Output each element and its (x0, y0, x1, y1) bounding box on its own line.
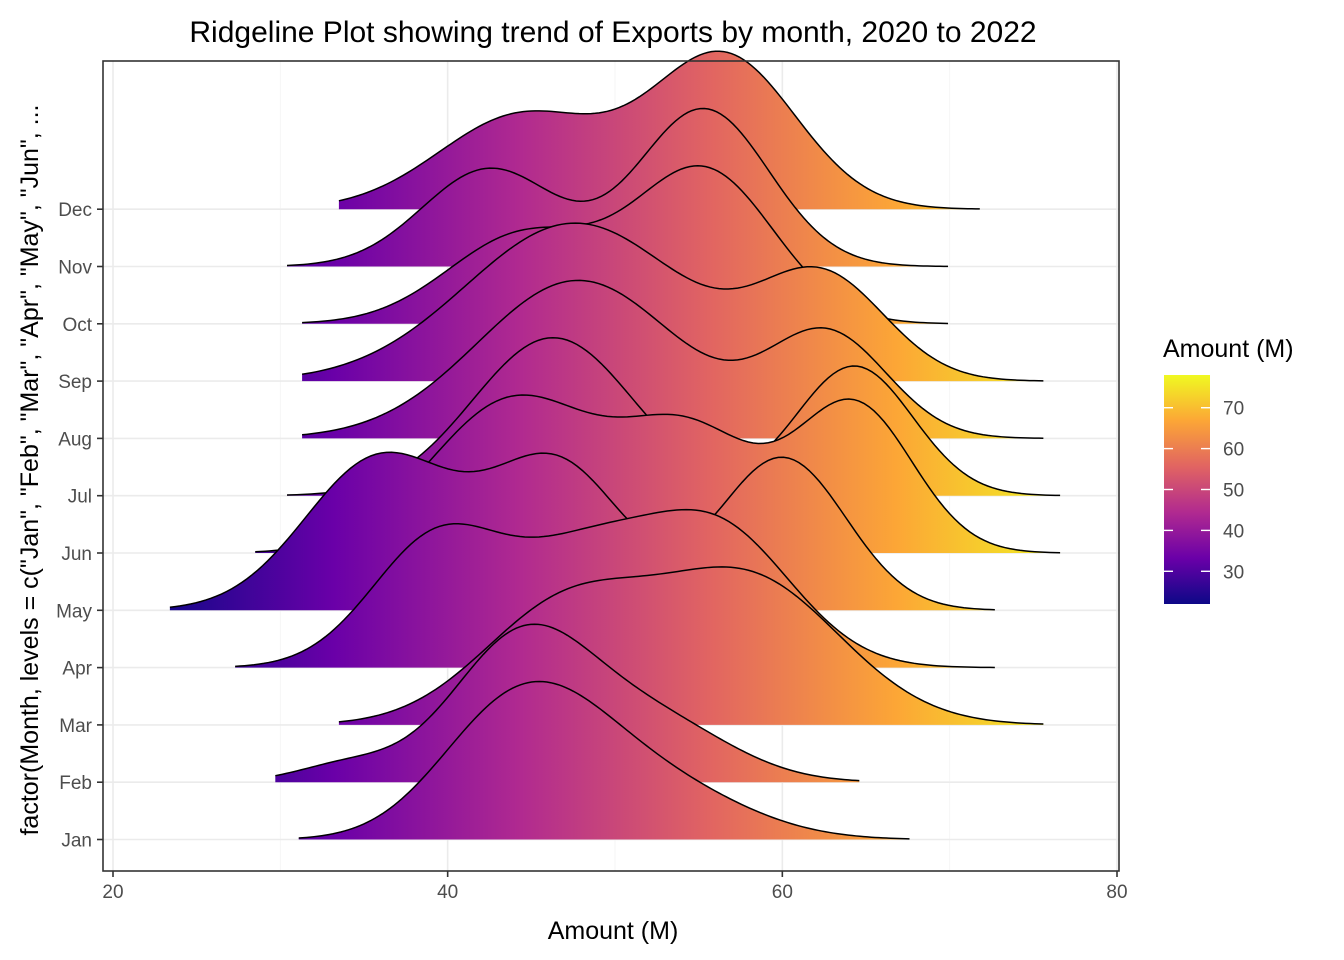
y-tick-label: Nov (58, 258, 92, 279)
ridge-outline (302, 279, 1044, 439)
y-tick-label: Dec (58, 200, 92, 221)
x-tick-label: 80 (1106, 882, 1127, 903)
chart-title: Ridgeline Plot showing trend of Exports … (189, 16, 1036, 49)
y-axis: Jan Feb Mar Apr May Jun Jul Aug Sep Oct Nov Dec (56, 200, 103, 852)
x-tick-label: 40 (437, 882, 458, 903)
legend-title: Amount (M) (1163, 335, 1294, 363)
plot-panel (102, 50, 1120, 872)
x-tick-label: 20 (102, 882, 123, 903)
y-tick-label: Mar (59, 716, 92, 737)
x-tick-label: 60 (772, 882, 793, 903)
legend-tick-label: 30 (1223, 562, 1244, 583)
legend: Amount (M) 30 40 50 60 70 (1163, 335, 1294, 604)
y-tick-label: Sep (58, 372, 92, 393)
ridge-outline (275, 623, 860, 782)
y-tick-label: Feb (59, 773, 92, 794)
x-axis: 20 40 60 80 (102, 871, 1128, 903)
ridges (169, 50, 1061, 840)
y-axis-title: factor(Month, levels = c("Jan", "Feb", "… (16, 104, 44, 835)
ridge-outline (301, 222, 1044, 382)
legend-tick-label: 60 (1223, 440, 1244, 461)
ridge-outline (298, 680, 910, 840)
ridge-outline (286, 107, 948, 268)
y-tick-label: Jul (68, 487, 92, 508)
y-tick-label: Oct (62, 315, 92, 336)
legend-tick-label: 40 (1223, 521, 1244, 542)
ridge-fill (287, 108, 948, 267)
y-tick-label: Aug (58, 429, 92, 450)
x-axis-title: Amount (M) (548, 917, 679, 945)
plot-border (102, 60, 1120, 872)
y-tick-label: Jan (61, 831, 92, 852)
ridge-jan (298, 680, 910, 840)
ridge-outline (338, 50, 980, 210)
legend-ticks: 30 40 50 60 70 (1164, 399, 1244, 583)
ridge-fill (298, 681, 910, 840)
ridge-outline (338, 566, 1044, 725)
ridge-outline (235, 508, 995, 669)
legend-tick-label: 70 (1223, 399, 1244, 420)
ridge-outline (169, 451, 995, 611)
y-tick-label: May (56, 601, 92, 622)
legend-tick-label: 50 (1223, 481, 1244, 502)
y-tick-label: Jun (61, 544, 92, 565)
ridge-nov (286, 107, 948, 268)
y-tick-label: Apr (62, 659, 92, 680)
